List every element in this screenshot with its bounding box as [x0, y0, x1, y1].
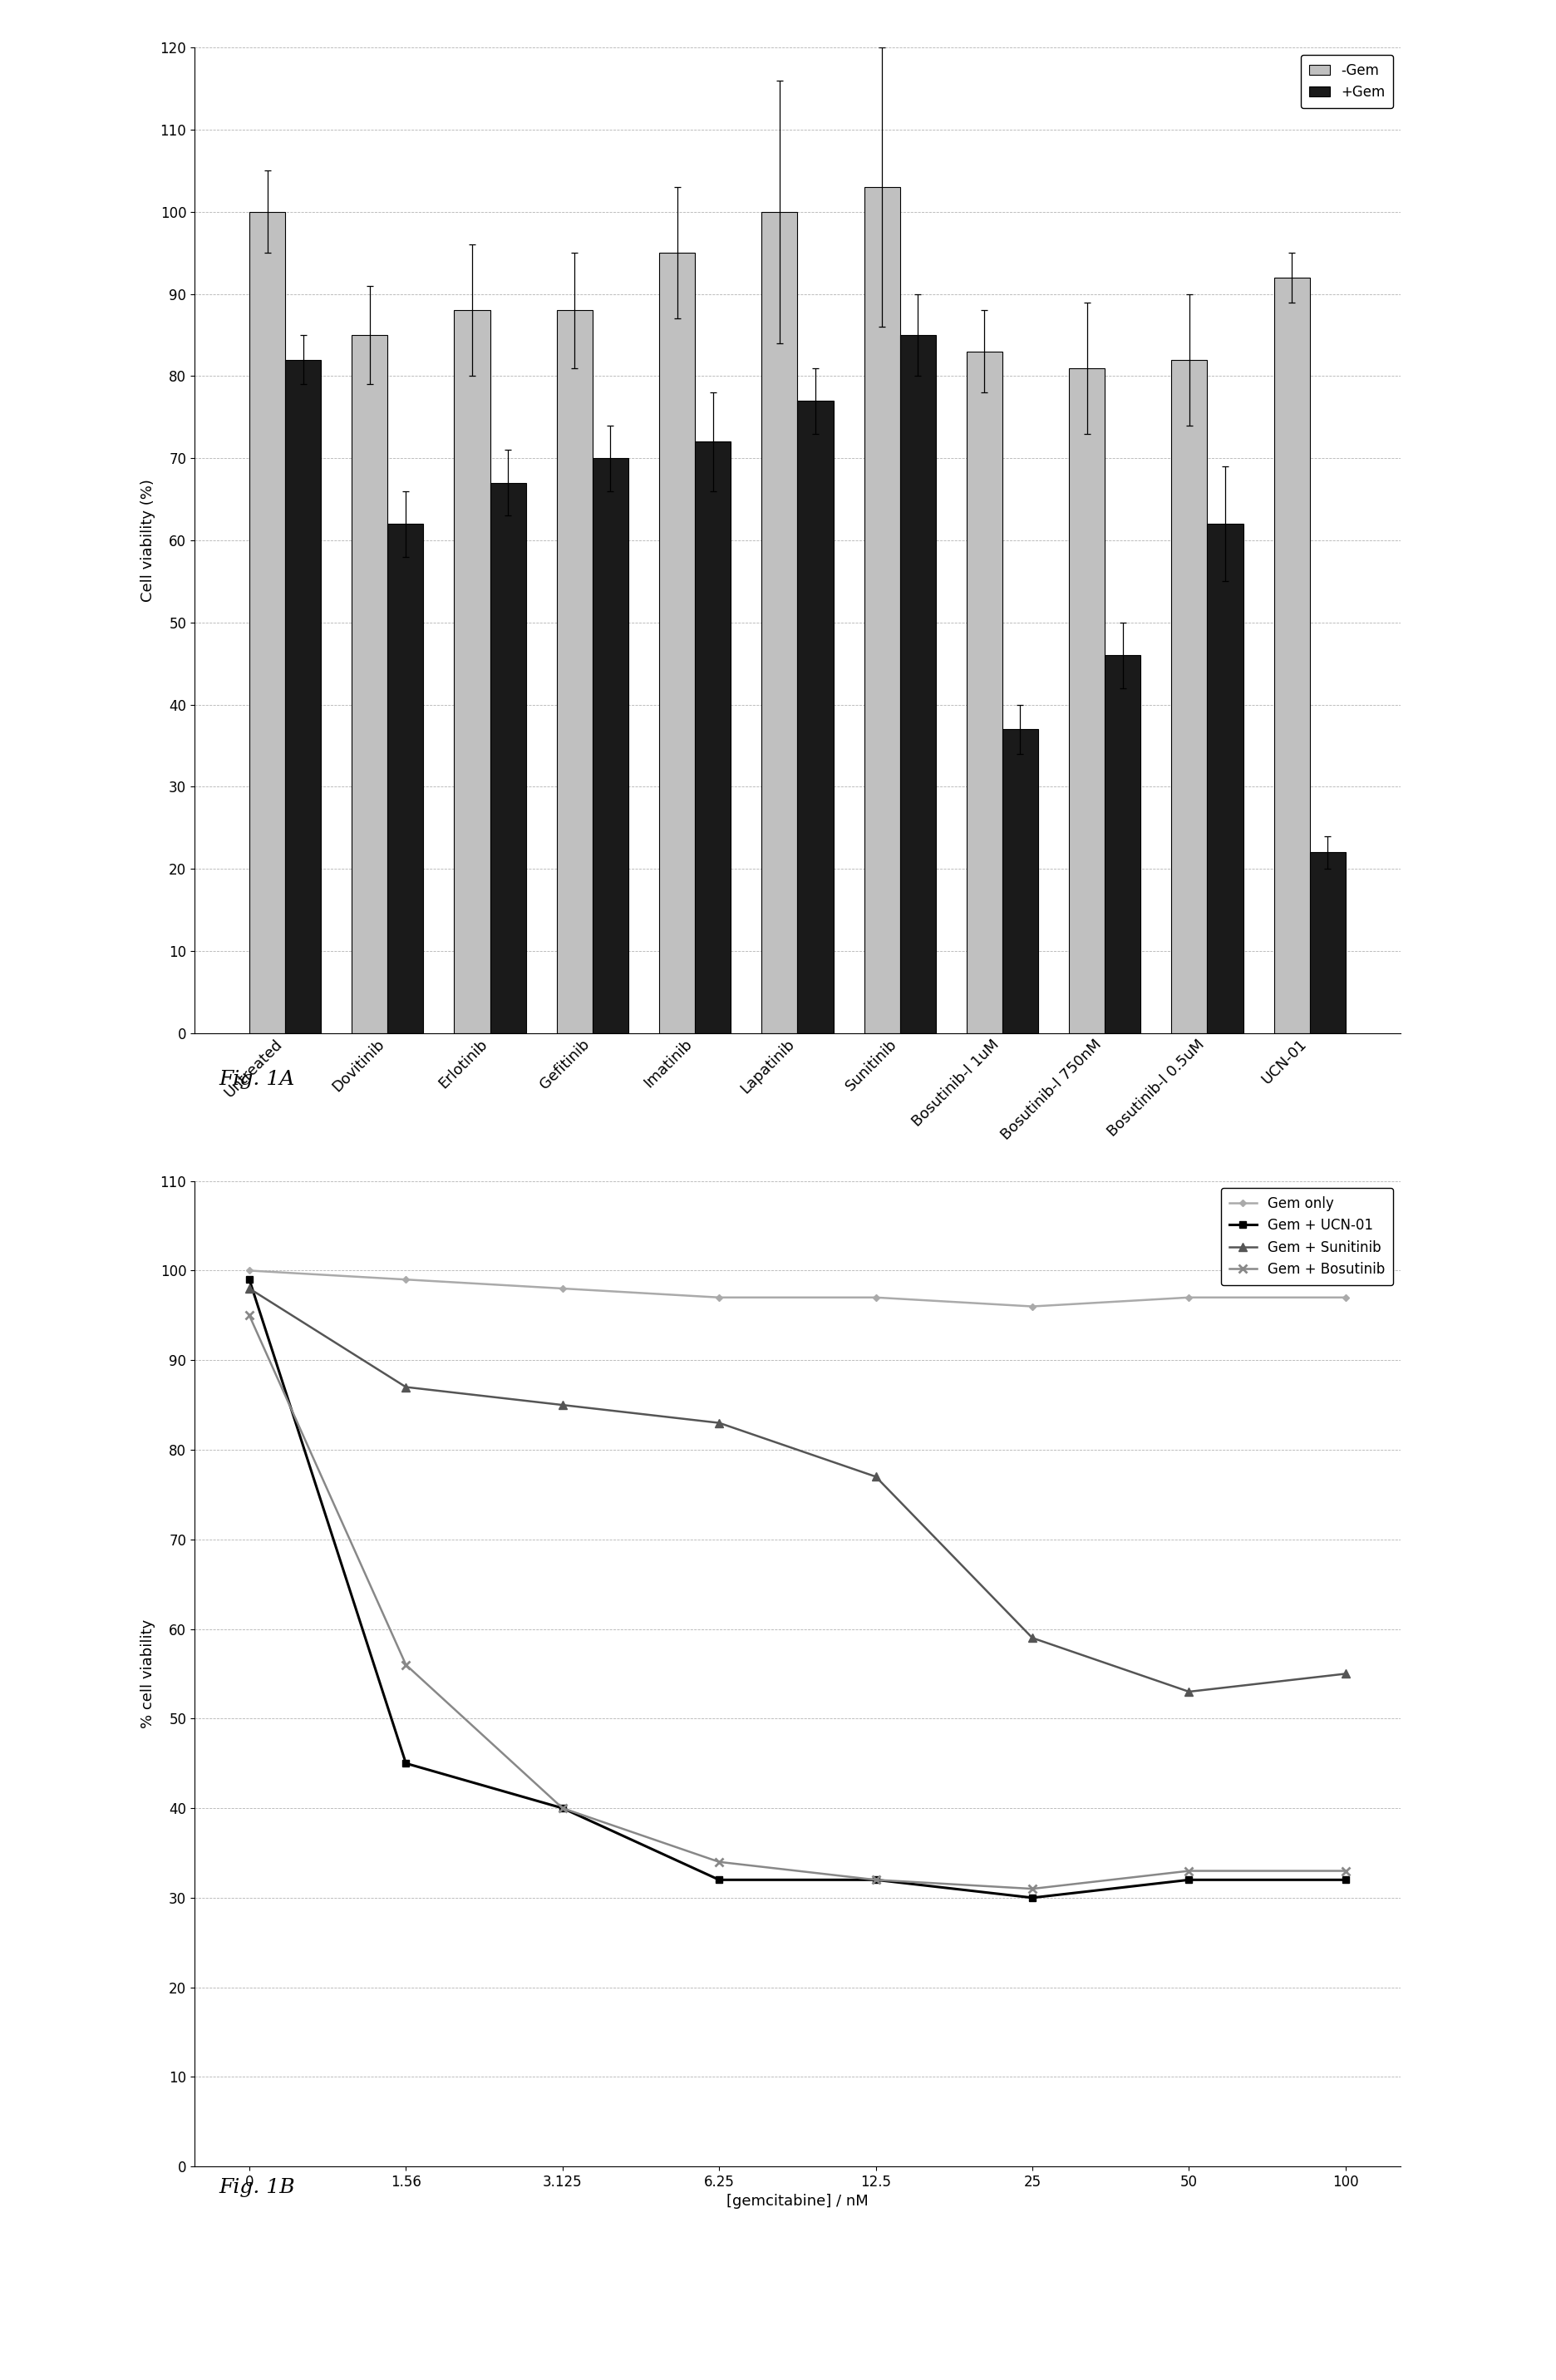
Bar: [557, 309, 593, 1033]
Bar: [660, 252, 696, 1033]
Bar: [285, 359, 321, 1033]
Bar: [387, 524, 423, 1033]
Legend: -Gem, +Gem: -Gem, +Gem: [1301, 55, 1394, 107]
Bar: [1274, 278, 1310, 1033]
Bar: [1105, 655, 1141, 1033]
Bar: [490, 483, 526, 1033]
Bar: [1002, 728, 1038, 1033]
Bar: [966, 352, 1002, 1033]
Bar: [1310, 852, 1346, 1033]
Bar: [593, 459, 629, 1033]
Bar: [1172, 359, 1207, 1033]
X-axis label: [gemcitabine] / nM: [gemcitabine] / nM: [727, 2194, 868, 2209]
Bar: [1207, 524, 1243, 1033]
Bar: [352, 336, 387, 1033]
Bar: [1069, 369, 1105, 1033]
Bar: [864, 188, 899, 1033]
Bar: [761, 212, 798, 1033]
Bar: [696, 443, 731, 1033]
Bar: [454, 309, 490, 1033]
Legend: Gem only, Gem + UCN-01, Gem + Sunitinib, Gem + Bosutinib: Gem only, Gem + UCN-01, Gem + Sunitinib,…: [1220, 1188, 1394, 1285]
Text: Fig. 1A: Fig. 1A: [218, 1071, 294, 1090]
Y-axis label: % cell viability: % cell viability: [140, 1618, 156, 1728]
Bar: [249, 212, 285, 1033]
Y-axis label: Cell viability (%): Cell viability (%): [140, 478, 156, 602]
Text: Fig. 1B: Fig. 1B: [218, 2178, 294, 2197]
Bar: [899, 336, 935, 1033]
Bar: [798, 400, 834, 1033]
